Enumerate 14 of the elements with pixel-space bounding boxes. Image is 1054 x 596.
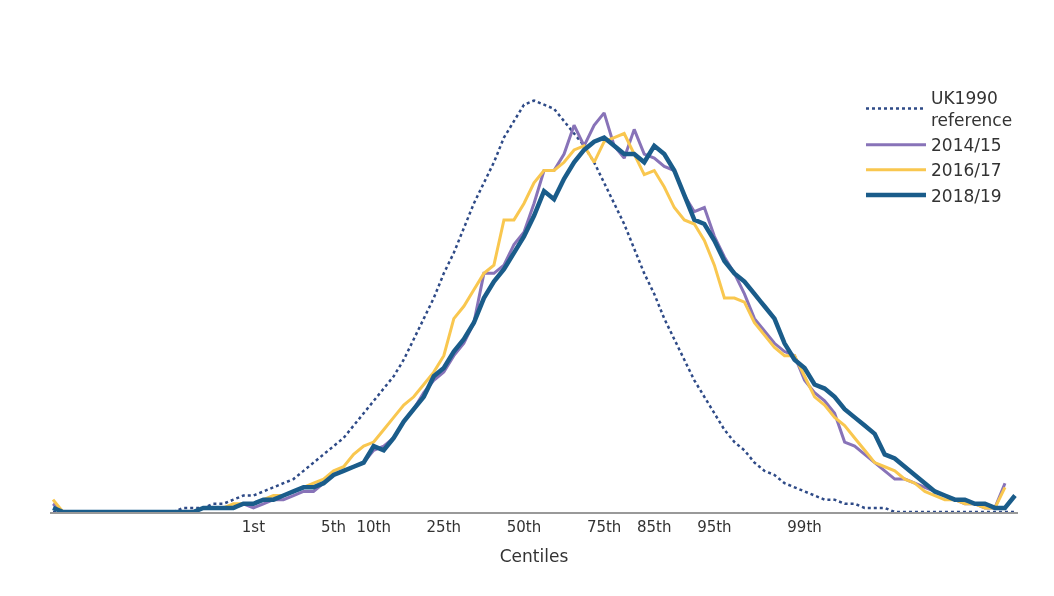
x-axis-title: Centiles	[499, 545, 569, 566]
x-tick-label: 10th	[356, 518, 391, 536]
x-tick-label: 5th	[321, 518, 347, 536]
legend-label: 2018/19	[931, 185, 1002, 206]
legend-label: UK1990 reference	[931, 88, 1013, 131]
x-tick-label: 99th	[787, 518, 822, 536]
x-tick-label: 85th	[637, 518, 672, 536]
x-tick-label: 95th	[697, 518, 732, 536]
x-tick-label: 25th	[426, 518, 462, 536]
legend-label: 2014/15	[931, 135, 1002, 156]
x-tick-label: 1st	[241, 518, 266, 536]
legend-label: 2016/17	[931, 160, 1002, 181]
x-tick-label: 75th	[586, 518, 622, 536]
x-tick-label: 50th	[506, 518, 542, 536]
